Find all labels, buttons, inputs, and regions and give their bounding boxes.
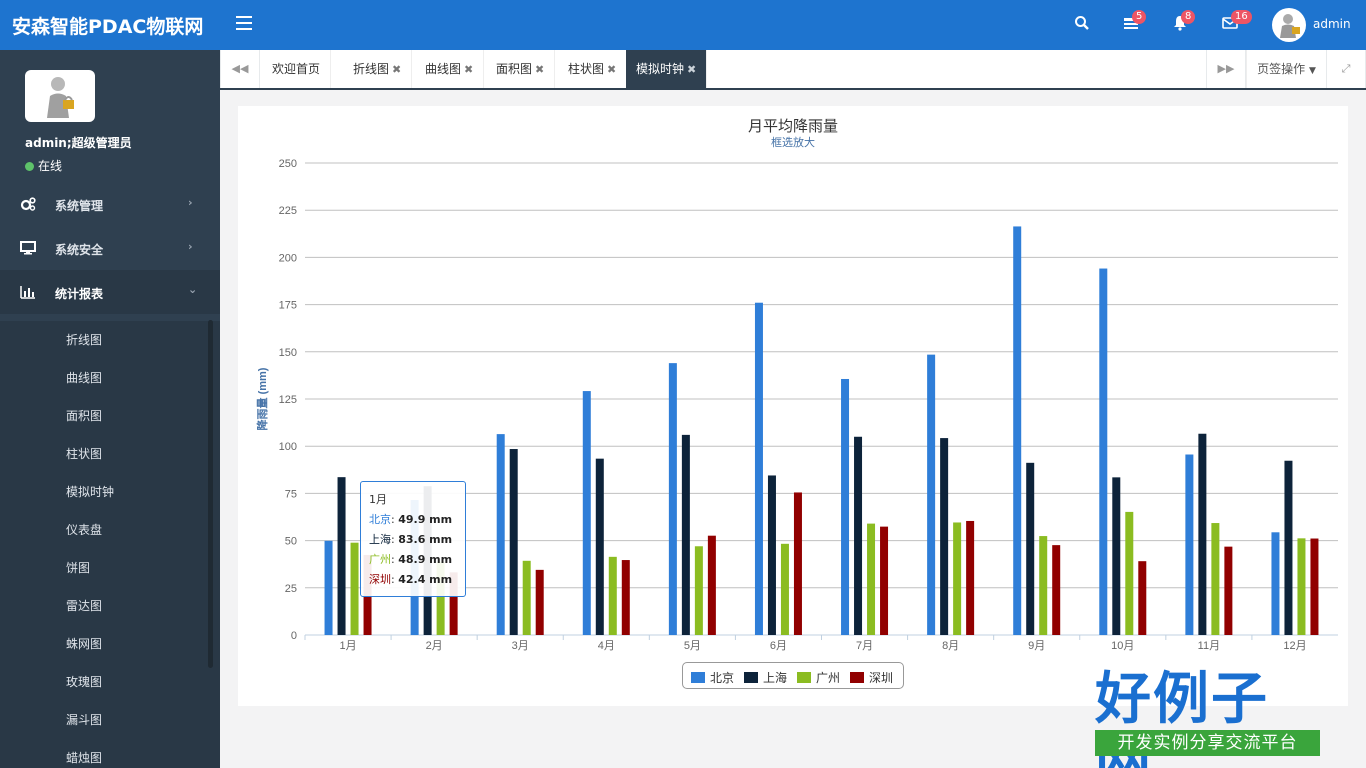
close-icon[interactable]: ✖ <box>687 63 697 76</box>
nav-system-management[interactable]: 系统管理 › <box>0 182 220 226</box>
monitor-icon <box>20 241 36 255</box>
bell-icon[interactable]: 8 <box>1172 10 1196 35</box>
tooltip-series-value: 49.9 mm <box>398 513 453 526</box>
legend-swatch <box>797 672 811 683</box>
top-header: 安森智能PDAC物联网 5 8 16 admin <box>0 0 1366 50</box>
statistics-submenu: 折线图 曲线图 面积图 柱状图 模拟时钟 仪表盘 饼图 雷达图 蛛网图 玫瑰图 … <box>0 321 220 768</box>
online-status-label: 在线 <box>38 159 63 173</box>
submenu-item[interactable]: 饼图 <box>66 561 91 575</box>
gears-icon <box>20 197 36 211</box>
tab-label: 模拟时钟 <box>636 62 685 76</box>
messages-icon[interactable]: 5 <box>1123 10 1147 35</box>
tooltip-category: 1月 <box>369 493 387 506</box>
tooltip-row: 深圳: 42.4 mm <box>369 573 453 586</box>
close-icon[interactable]: ✖ <box>392 63 402 76</box>
tooltip-row: 上海: 83.6 mm <box>369 533 453 546</box>
tooltip-series-name: 北京 <box>369 513 391 526</box>
tab-label: 折线图 <box>353 62 390 76</box>
nav-statistics-report[interactable]: 统计报表 ⌄ <box>0 270 220 314</box>
site-watermark-logo: 好例子网 开发实例分享交流平台 <box>1095 670 1320 768</box>
legend-item-beijing[interactable]: 北京 <box>691 669 734 686</box>
sidebar-avatar[interactable] <box>25 70 95 122</box>
submenu-item[interactable]: 曲线图 <box>66 371 103 385</box>
submenu-item[interactable]: 柱状图 <box>66 447 103 461</box>
submenu-item[interactable]: 模拟时钟 <box>66 485 115 499</box>
nav-label: 统计报表 <box>55 287 104 301</box>
tab-analog-clock[interactable]: 模拟时钟 ✖ <box>626 50 708 88</box>
tab-area-chart[interactable]: 面积图 ✖ <box>486 50 556 88</box>
avatar[interactable] <box>1272 8 1306 42</box>
watermark-subtitle: 开发实例分享交流平台 <box>1095 730 1320 756</box>
submenu-item[interactable]: 玫瑰图 <box>66 675 103 689</box>
sidebar-user-name: admin;超级管理员 <box>25 136 132 150</box>
mail-icon[interactable]: 16 <box>1222 10 1252 35</box>
brand-title: 安森智能PDAC物联网 <box>12 16 204 38</box>
legend-swatch <box>850 672 864 683</box>
submenu-item[interactable]: 蛛网图 <box>66 637 103 651</box>
close-icon[interactable]: ✖ <box>464 63 474 76</box>
tooltip-row: 北京: 49.9 mm <box>369 513 453 526</box>
legend-label: 深圳 <box>869 671 894 685</box>
bar-chart-icon <box>20 286 35 299</box>
submenu-item[interactable]: 面积图 <box>66 409 103 423</box>
tooltip-series-value: 48.9 mm <box>398 553 453 566</box>
submenu-item[interactable]: 折线图 <box>66 333 103 347</box>
tab-ops-label: 页签操作 <box>1257 62 1306 76</box>
tab-scroll-right-button[interactable]: ▶▶ <box>1206 50 1246 88</box>
chart-panel <box>238 106 1348 706</box>
tooltip-series-value: 42.4 mm <box>398 573 453 586</box>
tooltip-series-name: 上海 <box>369 533 391 546</box>
chevron-right-icon: › <box>188 240 193 253</box>
legend-item-guangzhou[interactable]: 广州 <box>797 669 840 686</box>
tab-column-chart[interactable]: 柱状图 ✖ <box>558 50 628 88</box>
fullscreen-icon[interactable]: ⤢ <box>1326 50 1366 88</box>
submenu-item[interactable]: 蜡烛图 <box>66 751 103 765</box>
legend-swatch <box>691 672 705 683</box>
legend-label: 北京 <box>710 671 735 685</box>
tooltip-series-name: 深圳 <box>369 573 391 586</box>
tab-welcome[interactable]: 欢迎首页 <box>262 50 332 88</box>
top-username[interactable]: admin <box>1313 17 1351 31</box>
online-dot-icon <box>25 162 34 171</box>
tab-operations-dropdown[interactable]: 页签操作 ▼ <box>1246 50 1326 88</box>
tab-label: 面积图 <box>496 62 533 76</box>
legend-label: 上海 <box>763 671 788 685</box>
nav-label: 系统管理 <box>55 199 104 213</box>
legend-item-shenzhen[interactable]: 深圳 <box>850 669 893 686</box>
online-status: 在线 <box>25 157 62 174</box>
menu-toggle-icon[interactable] <box>236 16 252 32</box>
legend-swatch <box>744 672 758 683</box>
tab-label: 柱状图 <box>568 62 605 76</box>
tab-scroll-left-button[interactable]: ◀◀ <box>220 50 260 88</box>
search-icon[interactable] <box>1074 15 1094 35</box>
chevron-down-icon: ⌄ <box>188 283 198 296</box>
chart-tooltip: 1月 北京: 49.9 mm 上海: 83.6 mm 广州: 48.9 mm 深… <box>360 481 466 597</box>
chevron-right-icon: › <box>188 196 193 209</box>
close-icon[interactable]: ✖ <box>607 63 617 76</box>
chart-legend: 北京 上海 广州 深圳 <box>682 662 904 689</box>
nav-system-security[interactable]: 系统安全 › <box>0 226 220 270</box>
sidebar-scrollbar[interactable] <box>208 320 213 668</box>
tab-line-chart[interactable]: 折线图 ✖ <box>343 50 413 88</box>
tooltip-row: 广州: 48.9 mm <box>369 553 453 566</box>
tab-curve-chart[interactable]: 曲线图 ✖ <box>415 50 485 88</box>
sidebar: admin;超级管理员 在线 系统管理 › 系统安全 › 统计报表 ⌄ 折线图 … <box>0 50 220 768</box>
legend-item-shanghai[interactable]: 上海 <box>744 669 787 686</box>
tab-label: 曲线图 <box>425 62 462 76</box>
submenu-item[interactable]: 雷达图 <box>66 599 103 613</box>
submenu-item[interactable]: 仪表盘 <box>66 523 103 537</box>
submenu-item[interactable]: 漏斗图 <box>66 713 103 727</box>
messages-badge: 5 <box>1132 10 1147 24</box>
mail-badge: 16 <box>1231 10 1252 24</box>
tab-bar: ◀◀ 欢迎首页 折线图 ✖ 曲线图 ✖ 面积图 ✖ 柱状图 ✖ 模拟时钟 ✖ ▶▶ 页签操… <box>220 50 1366 90</box>
close-icon[interactable]: ✖ <box>535 63 545 76</box>
tab-label: 欢迎首页 <box>272 62 321 76</box>
legend-label: 广州 <box>816 671 841 685</box>
tooltip-series-value: 83.6 mm <box>398 533 453 546</box>
tooltip-series-name: 广州 <box>369 553 391 566</box>
caret-down-icon: ▼ <box>1308 66 1316 76</box>
notifications-badge: 8 <box>1181 10 1196 24</box>
nav-label: 系统安全 <box>55 243 104 257</box>
